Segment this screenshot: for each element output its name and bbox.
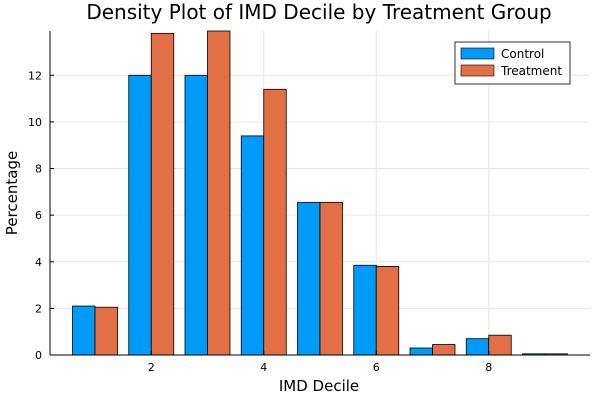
y-tick-label: 6: [35, 209, 42, 222]
y-tick-label: 12: [28, 69, 42, 82]
y-tick-label: 10: [28, 116, 42, 129]
bar-treatment-1: [94, 306, 118, 356]
x-tick-label: 8: [485, 361, 492, 374]
bar-control-2: [128, 74, 152, 356]
bar-control-1: [72, 305, 96, 356]
bar-control-5: [297, 201, 321, 356]
legend-label-treatment: Treatment: [500, 64, 562, 78]
legend-swatch-treatment: [460, 64, 495, 77]
bar-control-6: [353, 264, 377, 356]
y-axis-label: Percentage: [3, 151, 21, 235]
bar-treatment-5: [319, 201, 343, 356]
bar-treatment-3: [207, 30, 231, 356]
x-axis-label: IMD Decile: [279, 377, 359, 395]
bar-treatment-7: [432, 344, 456, 356]
bar-treatment-4: [263, 88, 287, 356]
x-tick-label: 2: [148, 361, 155, 374]
tick-labels: 2 4 6 8 0 2 4 6 8 10 12: [28, 69, 492, 374]
bar-treatment-8: [488, 334, 512, 356]
legend-swatch-control: [460, 47, 495, 60]
legend: Control Treatment: [454, 41, 571, 85]
y-tick-label: 8: [35, 163, 42, 176]
x-tick-label: 6: [373, 361, 380, 374]
axes: [49, 31, 590, 356]
bar-control-8: [465, 338, 490, 356]
y-tick-label: 0: [35, 349, 42, 362]
y-tick-label: 2: [35, 302, 42, 315]
bar-treatment-6: [375, 266, 400, 356]
y-tick-label: 4: [35, 256, 42, 269]
legend-label-control: Control: [501, 47, 544, 61]
bar-control-3: [184, 74, 208, 356]
bar-treatment-2: [150, 32, 175, 356]
chart-title: Density Plot of IMD Decile by Treatment …: [86, 0, 551, 24]
bar-control-7: [409, 347, 433, 356]
x-tick-label: 4: [260, 361, 267, 374]
bar-control-4: [240, 135, 265, 356]
